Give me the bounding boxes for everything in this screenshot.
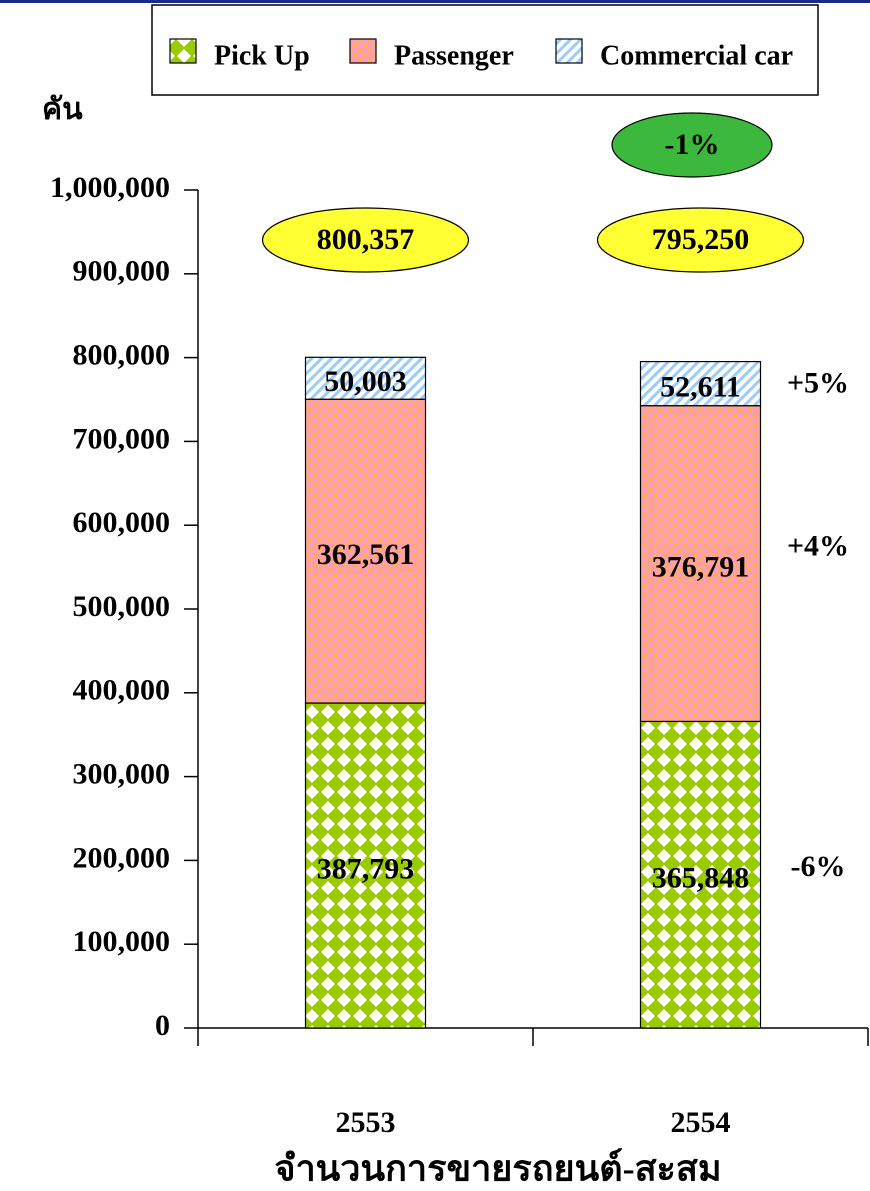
legend-box xyxy=(151,4,819,96)
value-label: 376,791 xyxy=(652,550,750,583)
y-tick-label: 1,000,000 xyxy=(50,171,170,204)
total-change: -1% xyxy=(665,128,720,161)
y-tick-label: 400,000 xyxy=(73,674,171,707)
bar-segment xyxy=(304,702,427,1029)
value-label: 50,003 xyxy=(324,365,407,398)
change-bubble xyxy=(611,112,773,178)
x-tick-label: 2553 xyxy=(336,1106,396,1139)
legend-swatch xyxy=(169,38,197,64)
change-label: +5% xyxy=(787,367,849,400)
bar-segment xyxy=(639,405,762,723)
bar-segment xyxy=(639,360,762,407)
bar-segment xyxy=(304,398,427,704)
y-tick-label: 800,000 xyxy=(73,338,171,371)
top-rule xyxy=(0,0,870,3)
total-bubble xyxy=(596,207,805,273)
value-label: 387,793 xyxy=(317,852,415,885)
y-tick-label: 900,000 xyxy=(73,255,171,288)
legend-label: Passenger xyxy=(394,40,514,71)
legend-swatch xyxy=(555,38,583,64)
value-label: 362,561 xyxy=(317,538,415,571)
change-label: -6% xyxy=(791,850,846,883)
total-bubble xyxy=(261,207,470,273)
y-tick-label: 300,000 xyxy=(73,757,171,790)
bar-segment xyxy=(304,356,427,400)
y-tick-label: 0 xyxy=(155,1009,170,1042)
y-tick-label: 500,000 xyxy=(73,590,171,623)
y-tick-label: 200,000 xyxy=(73,841,171,874)
total-label: 795,250 xyxy=(652,223,750,256)
legend-label: Commercial car xyxy=(600,40,793,71)
value-label: 52,611 xyxy=(660,371,741,404)
legend-label: Pick Up xyxy=(214,40,310,71)
x-axis-title: จำนวนการขายรถยนต์-สะสม xyxy=(274,1147,721,1188)
legend-swatch xyxy=(349,38,377,64)
value-label: 365,848 xyxy=(652,862,750,895)
y-tick-label: 700,000 xyxy=(73,422,171,455)
change-label: +4% xyxy=(787,529,849,562)
y-axis-label: คัน xyxy=(42,93,83,126)
y-tick-label: 600,000 xyxy=(73,506,171,539)
total-label: 800,357 xyxy=(317,223,415,256)
y-tick-label: 100,000 xyxy=(73,925,171,958)
bar-segment xyxy=(639,720,762,1029)
x-tick-label: 2554 xyxy=(671,1106,731,1139)
